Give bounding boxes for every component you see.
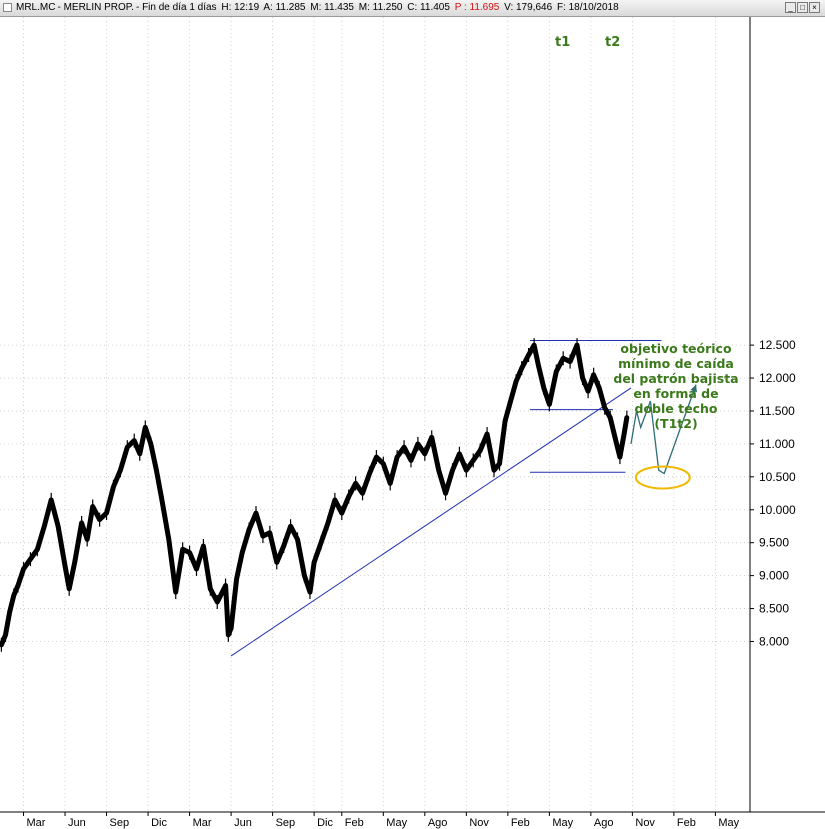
x-tick-label: Feb — [677, 817, 696, 829]
title-open: A: 11.285 — [263, 2, 306, 13]
title-period: Fin de día 1 días — [142, 2, 217, 13]
title-prev: P : 11.695 — [454, 2, 500, 13]
y-tick-label: 11.500 — [759, 404, 795, 418]
x-tick-label: Ago — [594, 817, 614, 829]
window-titlebar[interactable]: MRL.MC - MERLIN PROP. - Fin de día 1 días … — [0, 0, 825, 17]
x-tick-label: May — [552, 817, 573, 829]
y-tick-label: 12.500 — [759, 338, 796, 352]
target-annotation: objetivo teórico mínimo de caída del pat… — [606, 341, 746, 431]
projection-arrowhead — [690, 384, 697, 393]
title-volume: V: 179,646 — [504, 2, 553, 13]
x-tick-label: Mar — [193, 817, 212, 829]
minimize-button[interactable]: _ — [785, 2, 796, 13]
x-tick-label: Ago — [428, 817, 448, 829]
note-line: (T1t2) — [654, 416, 698, 431]
chart-grid — [0, 17, 825, 816]
x-tick-label: Nov — [469, 817, 489, 829]
peak-label-t2: t2 — [605, 35, 620, 50]
x-tick-label: Jun — [68, 817, 86, 829]
title-name: MERLIN PROP. — [63, 2, 134, 13]
y-tick-label: 9.000 — [759, 569, 789, 583]
x-tick-label: May — [718, 817, 739, 829]
x-tick-label: Feb — [345, 817, 364, 829]
title-close: C: 11.405 — [407, 2, 450, 13]
peak-label-t1: t1 — [555, 35, 570, 50]
y-tick-label: 9.500 — [759, 536, 789, 550]
chart-overlays — [230, 340, 662, 657]
window-title: MRL.MC - MERLIN PROP. - Fin de día 1 días … — [16, 2, 619, 13]
close-button[interactable]: × — [809, 2, 820, 13]
maximize-button[interactable]: □ — [797, 2, 808, 13]
title-date: F: 18/10/2018 — [556, 2, 619, 13]
chart-window-icon[interactable] — [3, 3, 12, 12]
target-ellipse — [634, 465, 691, 490]
x-tick-label: Sep — [276, 817, 296, 829]
projection-path-group — [630, 384, 697, 490]
title-hour: H: 12:19 — [221, 2, 260, 13]
x-tick-label: Jun — [234, 817, 252, 829]
note-line: del patrón bajista — [613, 371, 739, 386]
x-tick-label: Feb — [511, 817, 530, 829]
note-line: mínimo de caída — [618, 356, 734, 371]
y-tick-label: 8.500 — [759, 602, 789, 616]
y-tick-label: 10.000 — [759, 503, 796, 517]
chart-labels: 8.000 8.500 9.000 9.500 10.000 10.500 11.000 11… — [27, 35, 797, 829]
title-high: M: 11.435 — [310, 2, 354, 13]
title-low: M: 11.250 — [358, 2, 403, 13]
x-tick-label: Dic — [317, 817, 333, 829]
note-line: en forma de — [633, 386, 719, 401]
x-tick-label: Mar — [27, 817, 46, 829]
y-tick-label: 12.000 — [759, 371, 796, 385]
x-tick-label: May — [386, 817, 407, 829]
y-tick-label: 10.500 — [759, 470, 796, 484]
note-line: doble techo — [634, 401, 718, 416]
note-line: objetivo teórico — [620, 341, 732, 356]
price-line — [0, 342, 630, 648]
x-tick-label: Nov — [635, 817, 655, 829]
x-tick-label: Sep — [110, 817, 130, 829]
title-symbol: MRL.MC — [16, 2, 56, 13]
price-series — [0, 338, 630, 652]
x-tick-label: Dic — [151, 817, 167, 829]
projection-path — [630, 384, 697, 475]
y-tick-label: 8.000 — [759, 634, 789, 648]
y-tick-label: 11.000 — [759, 437, 795, 451]
uptrend-line — [230, 387, 632, 657]
